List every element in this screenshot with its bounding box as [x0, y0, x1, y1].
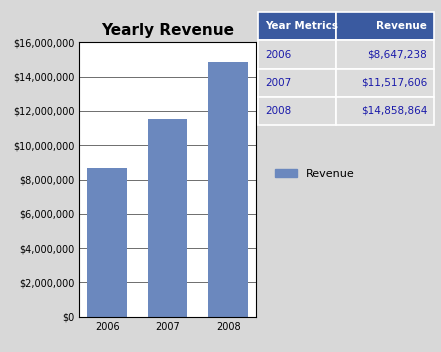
- Bar: [87, 168, 127, 317]
- Text: $11,517,606: $11,517,606: [361, 78, 427, 88]
- FancyBboxPatch shape: [258, 40, 336, 69]
- FancyBboxPatch shape: [336, 69, 434, 97]
- Text: 2008: 2008: [265, 106, 292, 116]
- FancyBboxPatch shape: [258, 69, 336, 97]
- FancyBboxPatch shape: [258, 12, 336, 40]
- FancyBboxPatch shape: [336, 40, 434, 69]
- Text: 2007: 2007: [265, 78, 292, 88]
- Legend: Revenue: Revenue: [270, 165, 359, 183]
- Text: $8,647,238: $8,647,238: [368, 50, 427, 59]
- Text: $14,858,864: $14,858,864: [361, 106, 427, 116]
- Text: Year Metrics: Year Metrics: [265, 21, 338, 31]
- FancyBboxPatch shape: [336, 12, 434, 40]
- FancyBboxPatch shape: [336, 97, 434, 125]
- Bar: [209, 62, 248, 317]
- Title: Yearly Revenue: Yearly Revenue: [101, 23, 234, 38]
- Bar: [148, 119, 187, 317]
- FancyBboxPatch shape: [258, 97, 336, 125]
- Text: Revenue: Revenue: [377, 21, 427, 31]
- Text: 2006: 2006: [265, 50, 292, 59]
